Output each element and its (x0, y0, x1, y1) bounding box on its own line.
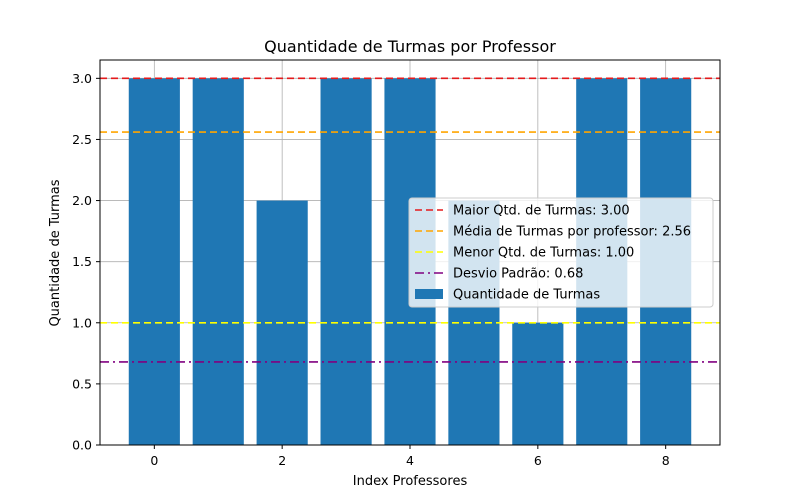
y-tick-label: 1.5 (72, 254, 92, 269)
y-tick-label: 2.5 (72, 132, 92, 147)
legend-box (408, 197, 714, 308)
chart-title: Quantidade de Turmas por Professor (264, 37, 556, 56)
y-tick-label: 2.0 (72, 193, 92, 208)
x-tick-label: 6 (534, 453, 542, 468)
bar (512, 322, 564, 445)
bars-layer (128, 78, 692, 445)
x-tick-label: 0 (150, 453, 158, 468)
bar (192, 78, 244, 445)
y-tick-label: 0.0 (72, 438, 92, 453)
bar (320, 78, 372, 445)
legend-swatch (415, 289, 443, 299)
x-tick-label: 2 (278, 453, 286, 468)
y-axis-label: Quantidade de Turmas (48, 179, 63, 326)
legend-label: Quantidade de Turmas (453, 288, 600, 303)
x-tick-label: 8 (662, 453, 670, 468)
reference-lines-layer (100, 77, 720, 363)
legend-label: Maior Qtd. de Turmas: 3.00 (453, 204, 630, 219)
legend: Maior Qtd. de Turmas: 3.00 Média de Turma… (408, 197, 714, 308)
bar (128, 78, 180, 445)
y-tick-label: 3.0 (72, 71, 92, 86)
legend-label: Menor Qtd. de Turmas: 1.00 (453, 246, 634, 261)
x-tick-label: 4 (406, 453, 414, 468)
legend-label: Desvio Padrão: 0.68 (453, 267, 583, 282)
y-tick-label: 1.0 (72, 315, 92, 330)
y-tick-label: 0.5 (72, 376, 92, 391)
x-axis-label: Index Professores (353, 474, 468, 489)
legend-label: Média de Turmas por professor: 2.56 (453, 225, 691, 240)
ticks-layer: 0 2 4 6 8 0.0 0.5 1.0 1.5 2.0 2.5 3.0 (72, 71, 670, 468)
